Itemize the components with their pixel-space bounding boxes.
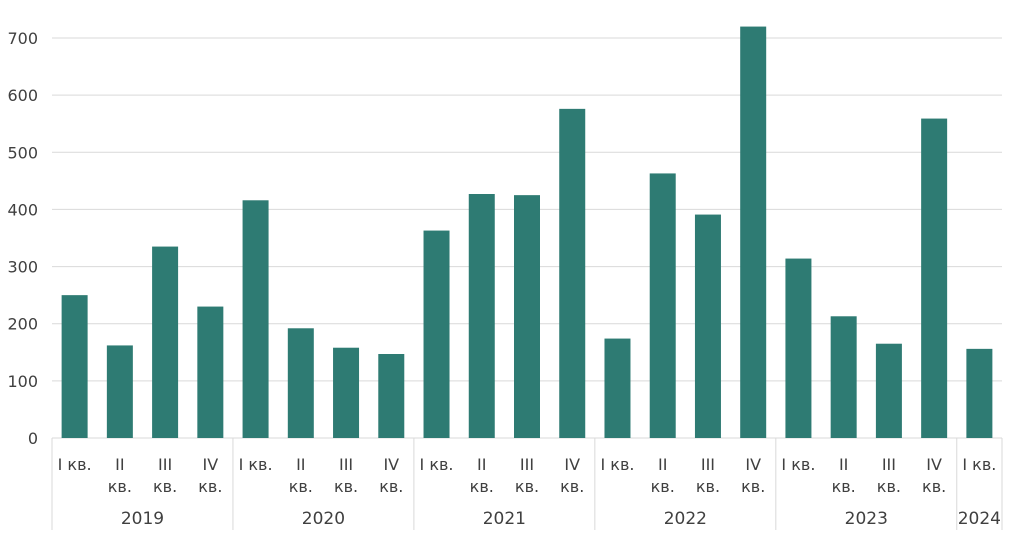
x-category-label: I кв. [962, 455, 996, 474]
x-category-label: I кв. [600, 455, 634, 474]
x-category-label: кв. [877, 477, 901, 496]
bar [559, 108, 586, 438]
bar [514, 195, 540, 438]
x-category-label: кв. [108, 477, 132, 496]
y-tick-label: 700 [7, 29, 38, 48]
x-category-label: кв. [515, 477, 539, 496]
x-category-label: кв. [832, 477, 856, 496]
x-category-label: IV [745, 455, 761, 474]
bar [242, 200, 269, 438]
bar [694, 214, 721, 438]
bar [830, 316, 857, 438]
x-category-label: кв. [560, 477, 584, 496]
x-category-label: кв. [334, 477, 358, 496]
x-category-label: IV [926, 455, 942, 474]
bar [61, 295, 88, 438]
x-group-label: 2022 [664, 509, 707, 529]
bar [152, 246, 179, 438]
x-category-label: кв. [741, 477, 765, 496]
x-category-label: IV [383, 455, 399, 474]
x-category-label: III [701, 455, 715, 474]
y-tick-label: 200 [7, 315, 38, 334]
bar [423, 230, 450, 438]
x-category-label: III [882, 455, 896, 474]
bar [197, 306, 224, 438]
bar [287, 328, 314, 438]
x-category-label: I кв. [58, 455, 92, 474]
bar [785, 258, 812, 438]
x-category-label: I кв. [781, 455, 815, 474]
x-category-label: кв. [198, 477, 222, 496]
x-category-label: III [520, 455, 534, 474]
bar [875, 343, 902, 438]
y-tick-label: 0 [28, 429, 38, 448]
x-category-label: II [658, 455, 667, 474]
bar [740, 26, 767, 438]
x-category-label: кв. [153, 477, 177, 496]
x-category-label: II [477, 455, 486, 474]
x-category-label: III [158, 455, 172, 474]
x-category-label: IV [202, 455, 218, 474]
bar [604, 338, 631, 438]
x-category-label: кв. [651, 477, 675, 496]
y-tick-label: 100 [7, 372, 38, 391]
x-category-label: кв. [289, 477, 313, 496]
x-category-label: IV [564, 455, 580, 474]
y-tick-label: 600 [7, 86, 38, 105]
bar [966, 348, 993, 438]
x-category-label: II [296, 455, 305, 474]
y-tick-label: 500 [7, 143, 38, 162]
x-category-label: кв. [470, 477, 494, 496]
x-category-label: II [839, 455, 848, 474]
x-group-label: 2019 [121, 509, 164, 529]
x-group-label: 2023 [845, 509, 888, 529]
bar [333, 347, 360, 438]
x-category-label: II [115, 455, 124, 474]
bar [378, 354, 405, 438]
bar [468, 194, 495, 438]
bar [649, 173, 676, 438]
x-category-label: I кв. [420, 455, 454, 474]
x-group-label: 2024 [958, 509, 1001, 529]
x-category-label: I кв. [239, 455, 273, 474]
x-group-label: 2021 [483, 509, 526, 529]
x-group-label: 2020 [302, 509, 345, 529]
x-category-label: III [339, 455, 353, 474]
y-tick-label: 400 [7, 200, 38, 219]
x-category-label: кв. [379, 477, 403, 496]
bar [921, 118, 948, 439]
bar [106, 345, 133, 438]
y-tick-label: 300 [7, 258, 38, 277]
x-category-label: кв. [696, 477, 720, 496]
x-category-label: кв. [922, 477, 946, 496]
